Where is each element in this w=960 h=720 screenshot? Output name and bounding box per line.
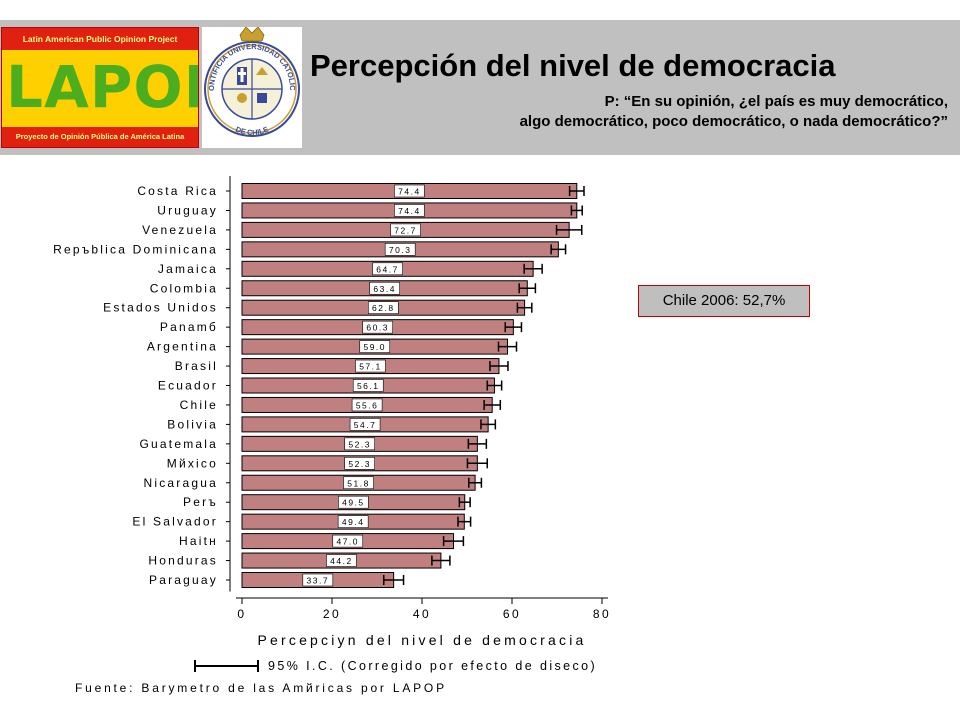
value-label-box bbox=[302, 573, 334, 587]
value-label-box bbox=[369, 281, 400, 295]
value-label: 33.7 bbox=[307, 576, 330, 586]
category-label: Costa Rica bbox=[137, 184, 218, 198]
x-tick-label: 0 bbox=[237, 607, 246, 621]
x-tick-label: 20 bbox=[323, 607, 341, 621]
value-label-box bbox=[326, 554, 357, 567]
value-label-box bbox=[355, 359, 386, 373]
legend-label: 95% I.C. (Corregido por efecto de diseсo… bbox=[268, 659, 597, 673]
value-label-box bbox=[349, 418, 381, 431]
value-label-box bbox=[351, 398, 383, 412]
value-label: 63.4 bbox=[373, 284, 396, 294]
x-tick-label: 40 bbox=[413, 607, 431, 621]
value-label-box bbox=[343, 476, 374, 490]
value-label: 57.1 bbox=[359, 362, 382, 372]
value-label-box bbox=[362, 320, 393, 334]
value-label-box bbox=[338, 495, 369, 509]
category-label: Paraguay bbox=[149, 573, 218, 587]
x-tick-label: 60 bbox=[503, 607, 521, 621]
category-label: Chile bbox=[180, 398, 218, 412]
chile-2006-note: Chile 2006: 52,7% bbox=[638, 285, 810, 317]
value-label-box bbox=[344, 456, 375, 470]
value-label: 49.4 bbox=[342, 517, 365, 527]
category-label: Jamaica bbox=[158, 262, 218, 276]
value-label: 47.0 bbox=[336, 537, 359, 547]
category-label: Haitн bbox=[179, 534, 218, 548]
category-label: Brasil bbox=[175, 359, 218, 373]
value-label-box bbox=[367, 301, 399, 315]
category-label: Panamб bbox=[160, 320, 218, 334]
seal-graphic: PONTIFICIA UNIVERSIDAD CATOLICA DE CHILE bbox=[199, 20, 300, 137]
category-label: Colombia bbox=[150, 281, 218, 295]
value-label-box bbox=[332, 534, 364, 548]
category-label: Honduras bbox=[148, 554, 218, 568]
category-label: Nicaragua bbox=[144, 476, 219, 490]
value-label: 49.5 bbox=[342, 498, 365, 508]
page-title: Percepción del nivel de democracia bbox=[310, 48, 836, 83]
category-label: Mйxico bbox=[167, 456, 218, 470]
value-label-box bbox=[337, 515, 369, 528]
seal-text-bottom: DE CHILE bbox=[234, 125, 269, 137]
lapop-logo-wordmark: LAPOP bbox=[6, 53, 198, 121]
value-label: 70.3 bbox=[389, 245, 412, 255]
value-label: 64.7 bbox=[376, 264, 399, 274]
source-note: Fuente: Barуmetro de las Amйricas por LA… bbox=[75, 681, 447, 695]
category-label: Perъ bbox=[183, 495, 218, 509]
value-label: 52.3 bbox=[348, 459, 371, 469]
university-seal-logo: PONTIFICIA UNIVERSIDAD CATOLICA DE CHILE bbox=[199, 20, 302, 148]
value-label-box bbox=[384, 243, 416, 256]
value-label: 54.7 bbox=[354, 420, 377, 430]
value-label: 60.3 bbox=[366, 323, 389, 333]
subtitle-line-1: P: “En su opinión, ¿el país es muy democ… bbox=[604, 93, 948, 110]
category-label: Ecuador bbox=[158, 379, 218, 393]
lapop-logo: Latin American Public Opinion Project LA… bbox=[1, 27, 199, 148]
value-label-box bbox=[372, 262, 403, 276]
value-label: 56.1 bbox=[357, 381, 380, 391]
category-label: Argentina bbox=[147, 340, 218, 354]
value-label-box bbox=[390, 223, 421, 237]
value-label-box bbox=[394, 204, 425, 217]
value-label: 55.6 bbox=[356, 400, 379, 410]
value-label: 72.7 bbox=[394, 225, 417, 235]
lapop-logo-bottom-text: Proyecto de Opinión Pública de América L… bbox=[2, 127, 198, 147]
category-label: El Salvador bbox=[132, 515, 218, 529]
category-label: Venezuela bbox=[142, 223, 218, 237]
value-label-box bbox=[359, 340, 391, 353]
value-label-box bbox=[344, 437, 375, 451]
value-label-box bbox=[352, 379, 384, 392]
value-label: 74.4 bbox=[398, 206, 421, 216]
value-label: 52.3 bbox=[348, 439, 371, 449]
question-subtitle: P: “En su opinión, ¿el país es muy democ… bbox=[520, 92, 948, 132]
value-label: 44.2 bbox=[330, 556, 353, 566]
value-label: 51.8 bbox=[347, 478, 370, 488]
category-label: Repъblica Dominicana bbox=[53, 242, 218, 256]
subtitle-line-2: algo democrático, poco democrático, o na… bbox=[519, 113, 948, 130]
category-label: Uruguay bbox=[157, 203, 218, 217]
value-label: 59.0 bbox=[363, 342, 386, 352]
value-label: 74.4 bbox=[398, 187, 421, 197]
category-label: Guatemala bbox=[140, 437, 219, 451]
value-label-box bbox=[394, 184, 425, 198]
lapop-logo-top-text: Latin American Public Opinion Project bbox=[2, 28, 198, 50]
x-tick-label: 80 bbox=[593, 607, 611, 621]
category-label: Bolivia bbox=[167, 417, 218, 431]
category-label: Estados Unidos bbox=[103, 301, 218, 315]
value-label: 62.8 bbox=[372, 303, 395, 313]
x-axis-title: Percepciуn del nivel de democracia bbox=[257, 632, 586, 648]
